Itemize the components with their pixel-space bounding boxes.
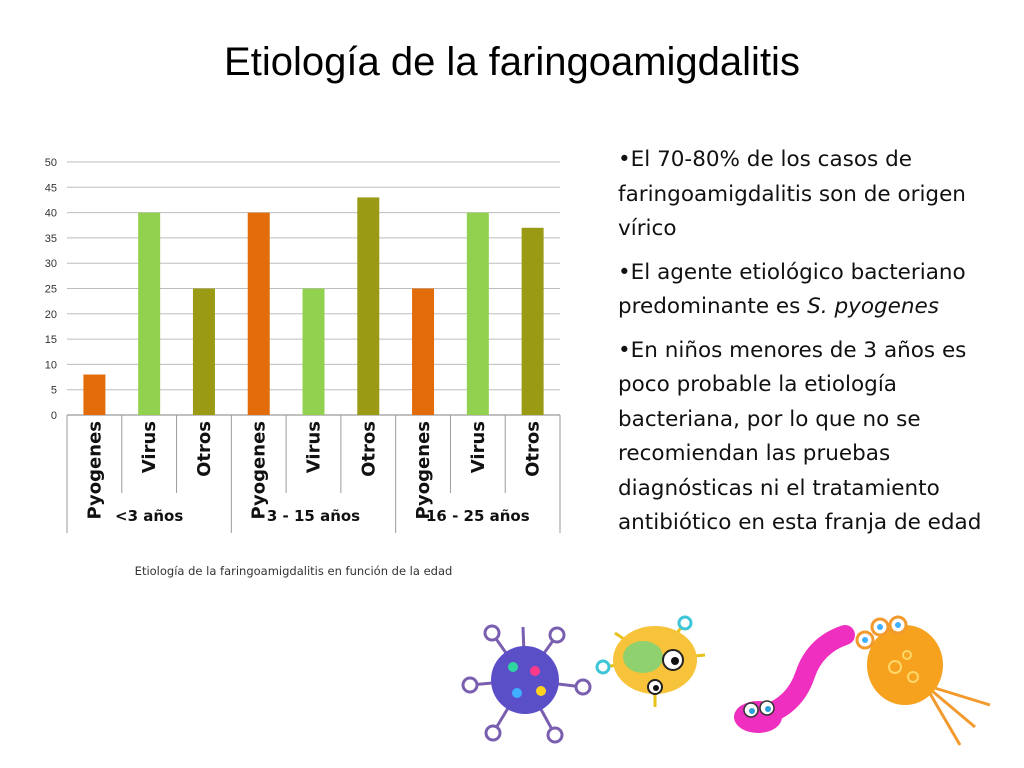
y-tick-label: 25	[45, 284, 57, 296]
x-group-label: 16 - 25 años	[426, 507, 530, 525]
bullet-item-1: •El 70-80% de los casos de faringoamigda…	[618, 143, 1008, 247]
x-category-label: Otros	[194, 421, 215, 477]
y-tick-label: 30	[45, 258, 57, 270]
germ-illustrations	[461, 615, 991, 746]
bar	[138, 212, 161, 415]
bar	[521, 227, 544, 415]
x-group-label: <3 años	[115, 507, 183, 525]
x-category-label: Virus	[304, 421, 325, 473]
bullet-emphasis-2: S. pyogenes	[807, 294, 939, 319]
bullet-text-1: •El 70-80% de los casos de faringoamigda…	[618, 147, 966, 241]
x-category-label: Virus	[139, 421, 160, 473]
x-category-label: Otros	[358, 421, 379, 477]
orange-germ-icon	[855, 615, 991, 746]
bullet-list: •El 70-80% de los casos de faringoamigda…	[618, 143, 1008, 550]
x-category-label: Virus	[468, 421, 489, 473]
bar	[247, 212, 270, 415]
bullet-item-2: •El agente etiológico bacteriano predomi…	[618, 256, 1008, 325]
bar	[83, 374, 106, 415]
bullet-item-3: •En niños menores de 3 años es poco prob…	[618, 334, 1008, 541]
y-tick-label: 10	[45, 359, 57, 371]
x-category-label: Otros	[523, 421, 544, 477]
bar	[357, 197, 380, 415]
bar	[192, 288, 215, 415]
y-tick-label: 45	[45, 182, 57, 194]
bar	[412, 288, 435, 415]
y-tick-label: 0	[51, 410, 57, 422]
x-category-label: Pyogenes	[249, 421, 270, 519]
slide-title: Etiología de la faringoamigdalitis	[224, 40, 800, 84]
x-category-label: Pyogenes	[413, 421, 434, 519]
bar-chart: 0 5 10 15 20 25 30 35 40 45 50 Pyogenes Virus Otros Py…	[45, 157, 561, 578]
bar	[466, 212, 489, 415]
purple-germ-icon	[461, 624, 592, 744]
x-category-label: Pyogenes	[84, 421, 105, 519]
bar	[302, 288, 325, 415]
yellow-germ-icon	[595, 615, 706, 707]
bullet-text-3: •En niños menores de 3 años es poco prob…	[618, 337, 982, 536]
y-tick-label: 15	[45, 334, 57, 346]
x-group-label: 3 - 15 años	[267, 507, 360, 525]
x-axis-title: Etiología de la faringoamigdalitis en fu…	[135, 564, 453, 578]
pink-worm-germ-icon	[734, 625, 855, 733]
y-tick-label: 50	[45, 157, 57, 169]
bullet-text-2: •El agente etiológico bacteriano predomi…	[618, 259, 966, 320]
y-tick-label: 5	[51, 385, 57, 397]
y-tick-label: 20	[45, 309, 57, 321]
y-tick-label: 35	[45, 233, 57, 245]
y-tick-label: 40	[45, 208, 57, 220]
